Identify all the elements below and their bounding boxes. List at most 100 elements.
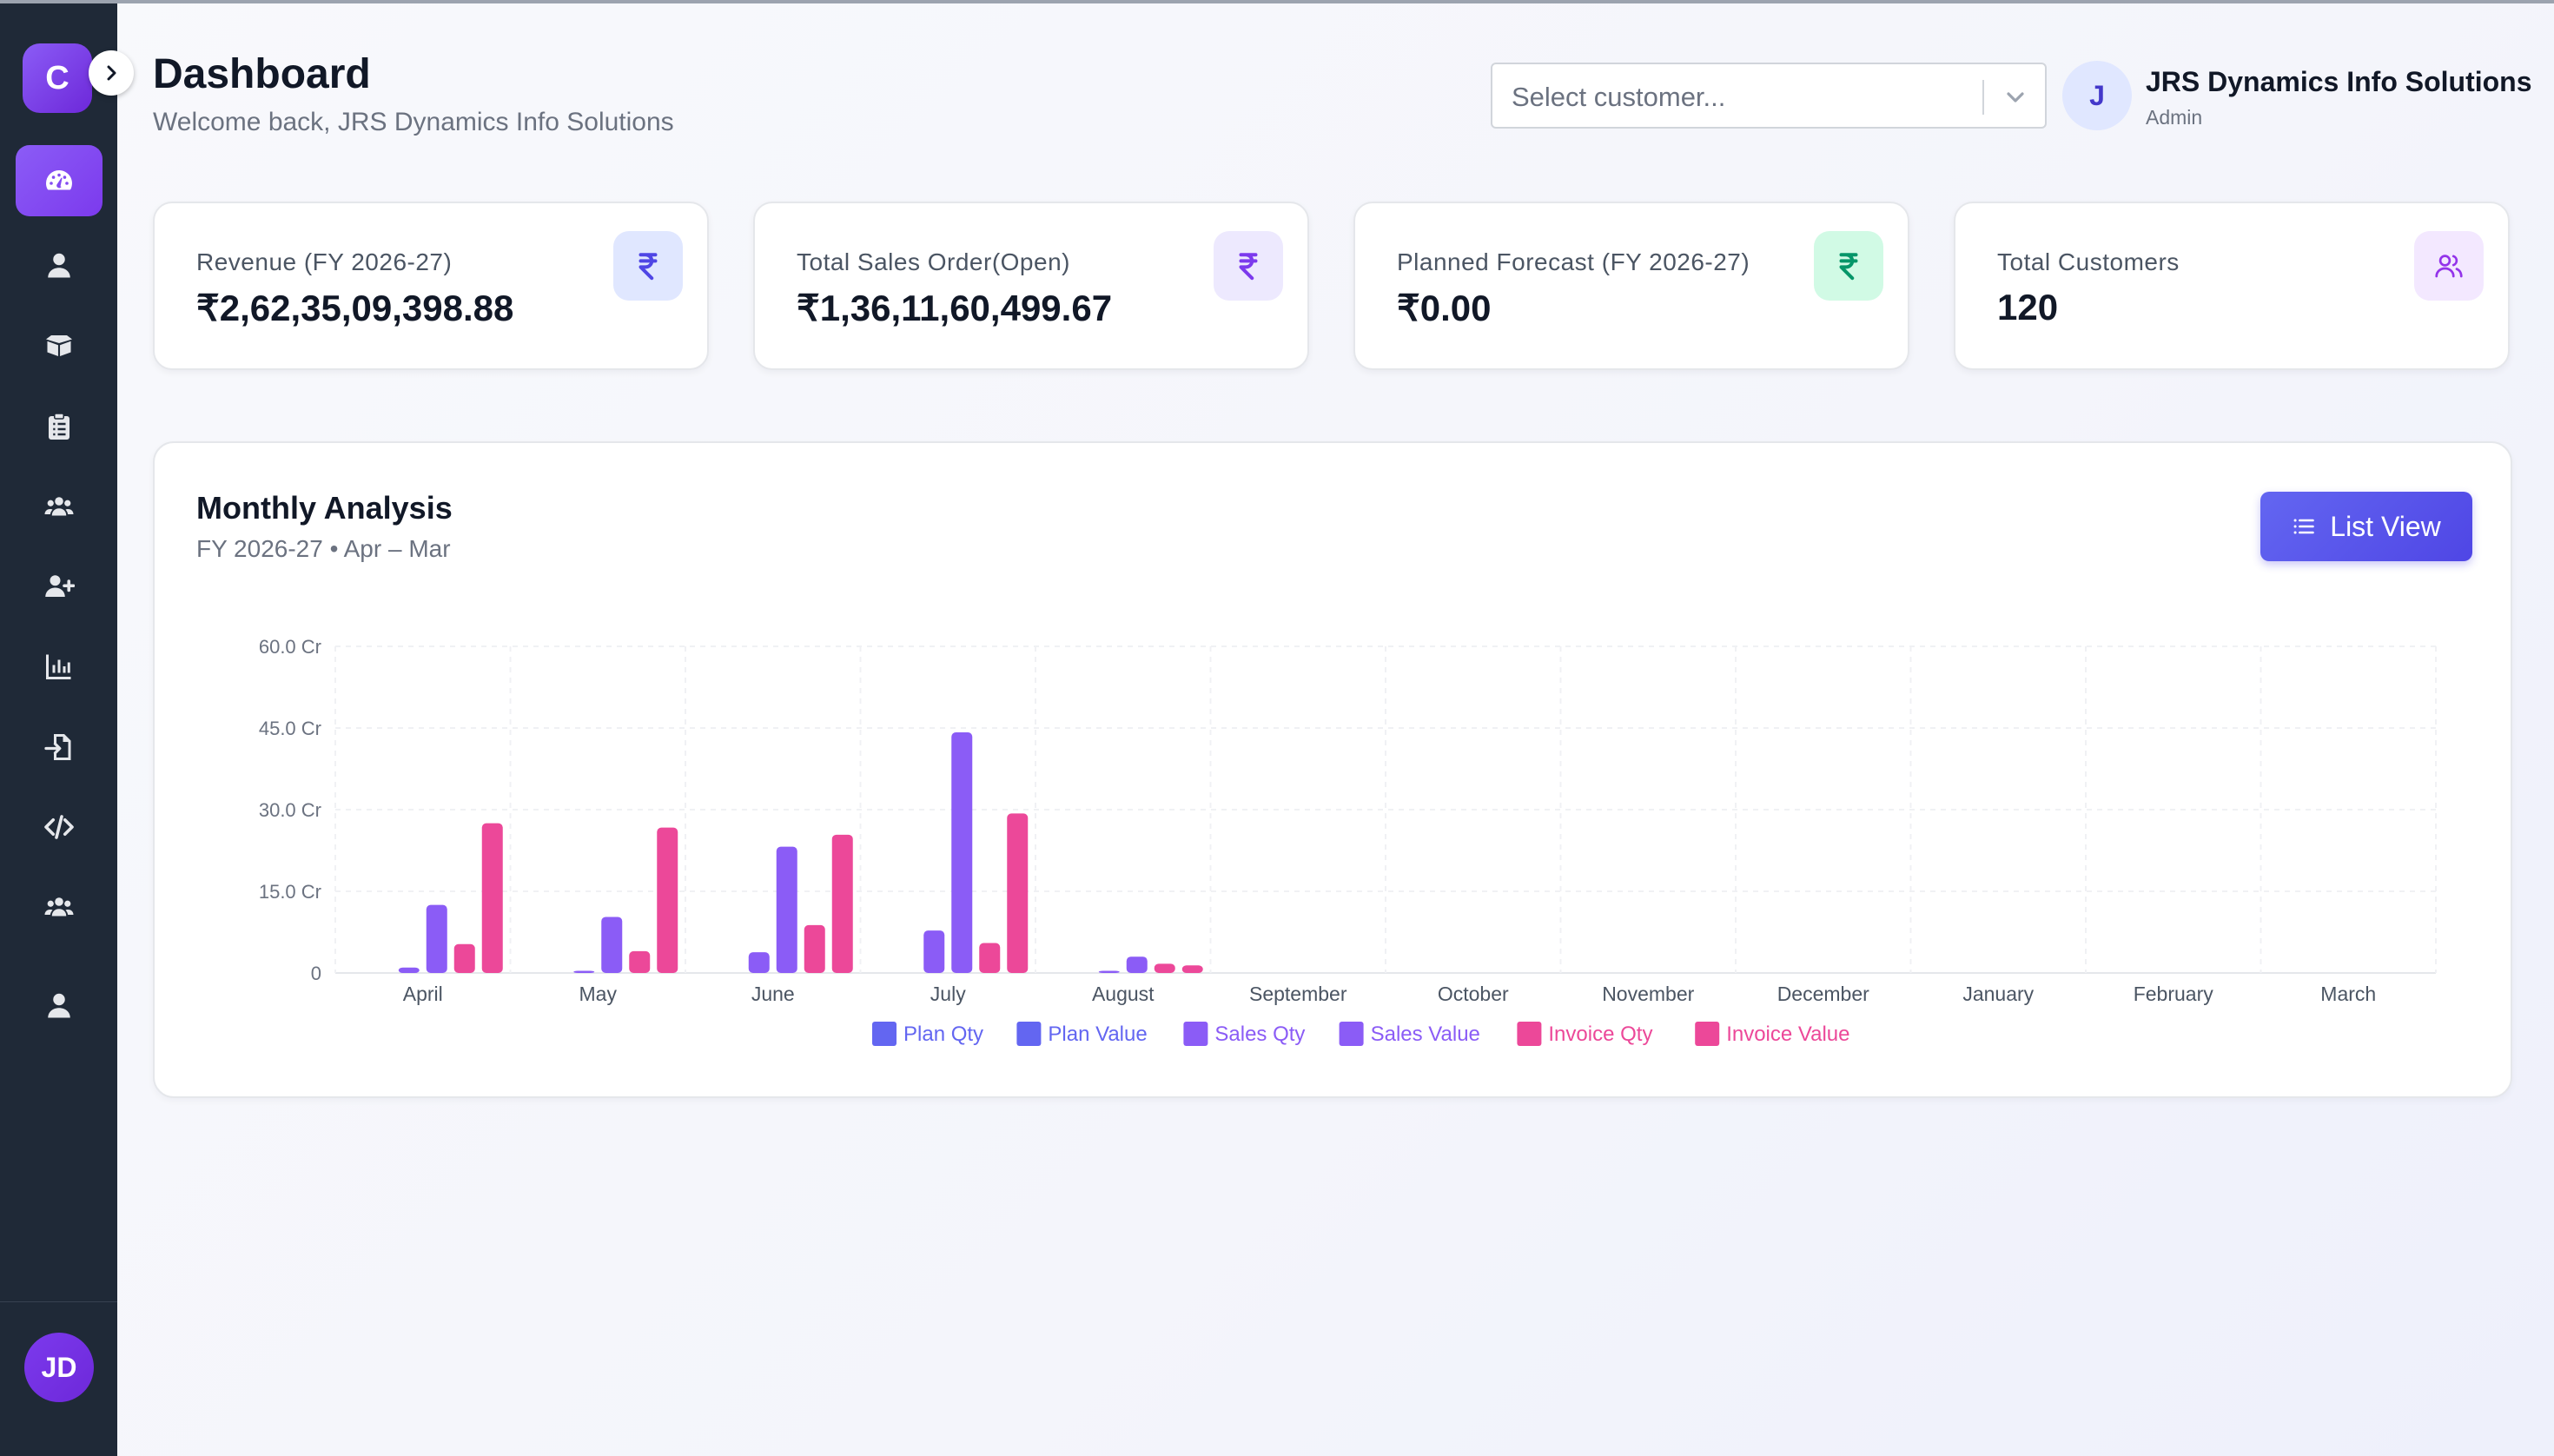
list-icon	[2293, 519, 2315, 534]
bar-sales-qty	[573, 970, 595, 973]
sidebar: C JD	[0, 3, 134, 1456]
customer-select-placeholder: Select customer...	[1512, 82, 1726, 112]
kpi-card-customers: Total Customers 120	[1954, 202, 2510, 370]
bar-sales-value	[601, 917, 623, 973]
legend-label: Sales Qty	[1214, 1023, 1305, 1046]
sidebar-toggle-button[interactable]	[89, 50, 134, 96]
legend-swatch	[1016, 1022, 1042, 1046]
nav-api[interactable]	[16, 791, 103, 863]
kpi-value: ₹2,62,35,09,398.88	[196, 288, 514, 328]
bar-sales-qty	[1098, 970, 1120, 973]
kpi-icon-box	[613, 231, 683, 301]
kpi-value: 120	[1997, 287, 2059, 328]
nav-team[interactable]	[16, 871, 103, 943]
rupee-icon	[1239, 253, 1258, 281]
bar-chart-icon	[46, 654, 71, 679]
x-tick-label: August	[1092, 983, 1155, 1005]
bar-invoice-value	[1181, 965, 1203, 973]
list-view-label: List View	[2330, 510, 2441, 542]
user-role: Admin	[2146, 106, 2203, 129]
users-icon	[2435, 255, 2463, 278]
chevron-right-icon	[107, 65, 116, 81]
bar-sales-qty	[748, 952, 770, 973]
dashboard-gauge-icon	[46, 170, 72, 190]
bar-sales-value	[1126, 956, 1148, 973]
chart-subtitle: FY 2026-27 • Apr – Mar	[196, 535, 451, 562]
customer-select[interactable]: Select customer...	[1491, 63, 2047, 129]
boxes-icon	[46, 335, 72, 356]
nav-account[interactable]	[16, 970, 103, 1042]
bar-invoice-value	[831, 834, 853, 973]
nav-profile[interactable]	[16, 230, 103, 301]
monthly-bar-chart: 0 15.0 Cr 30.0 Cr 45.0 Cr 60.0 Cr April May Jun…	[259, 636, 2437, 1046]
chart-title: Monthly Analysis	[196, 490, 453, 526]
bar-invoice-qty	[804, 924, 825, 973]
x-tick-label: February	[2134, 983, 2214, 1005]
code-icon	[44, 815, 74, 839]
legend-label: Invoice Qty	[1548, 1023, 1652, 1046]
kpi-icon-box	[1814, 231, 1883, 301]
page-title: Dashboard	[153, 51, 371, 97]
clipboard-list-icon	[49, 413, 69, 440]
x-tick-label: May	[579, 983, 618, 1005]
page-subtitle: Welcome back, JRS Dynamics Info Solution…	[153, 108, 674, 136]
kpi-value: ₹1,36,11,60,499.67	[797, 288, 1113, 328]
nav-add-user[interactable]	[16, 551, 103, 622]
monthly-analysis-card: Monthly Analysis FY 2026-27 • Apr – Mar …	[153, 441, 2512, 1098]
bar-invoice-value	[1007, 813, 1029, 973]
x-tick-label: March	[2320, 983, 2376, 1005]
file-import-icon	[44, 734, 71, 760]
bar-invoice-qty	[453, 943, 475, 973]
bar-sales-qty	[923, 930, 945, 973]
nav-import[interactable]	[16, 711, 103, 783]
legend-swatch	[1183, 1022, 1208, 1046]
bar-sales-value	[951, 732, 973, 973]
user-plus-icon	[45, 575, 75, 597]
kpi-label: Total Sales Order(Open)	[797, 248, 1070, 275]
y-tick-label: 15.0 Cr	[259, 881, 321, 903]
kpi-card-forecast: Planned Forecast (FY 2026-27) ₹0.00	[1353, 202, 1909, 370]
legend-swatch	[1695, 1022, 1720, 1046]
x-tick-label: July	[930, 983, 966, 1005]
select-separator	[1982, 80, 1984, 115]
kpi-label: Planned Forecast (FY 2026-27)	[1397, 248, 1750, 275]
kpi-icon-box	[1214, 231, 1283, 301]
legend-label: Plan Value	[1048, 1023, 1147, 1046]
x-tick-label: June	[751, 983, 795, 1005]
kpi-label: Revenue (FY 2026-27)	[196, 248, 453, 275]
user-icon	[48, 253, 70, 278]
nav-orders[interactable]	[16, 391, 103, 462]
chevron-down-icon[interactable]	[2002, 83, 2029, 111]
legend-label: Sales Value	[1371, 1023, 1480, 1046]
list-view-button[interactable]: List View	[2260, 492, 2472, 561]
user-name: JRS Dynamics Info Solutions	[2146, 66, 2532, 97]
kpi-icon-box	[2414, 231, 2484, 301]
app-logo[interactable]: C	[23, 43, 92, 113]
nav-products[interactable]	[16, 310, 103, 381]
user-avatar[interactable]: J	[2062, 61, 2132, 130]
x-tick-label: April	[403, 983, 443, 1005]
legend-swatch	[872, 1022, 897, 1046]
rupee-icon	[638, 253, 658, 281]
kpi-card-sales-order: Total Sales Order(Open) ₹1,36,11,60,499.…	[753, 202, 1309, 370]
bar-invoice-value	[657, 827, 678, 973]
x-tick-label: September	[1249, 983, 1347, 1005]
sidebar-divider	[0, 1301, 117, 1302]
legend-swatch	[1339, 1022, 1364, 1046]
legend-label: Plan Qty	[903, 1023, 983, 1046]
bar-invoice-qty	[629, 950, 651, 973]
nav-dashboard[interactable]	[16, 145, 103, 216]
bar-sales-value	[776, 846, 797, 973]
bar-sales-qty	[398, 967, 420, 973]
users-group-icon	[44, 497, 74, 516]
user-icon	[48, 993, 70, 1018]
rupee-icon	[1839, 253, 1858, 281]
current-user-avatar[interactable]: JD	[24, 1333, 94, 1402]
kpi-value: ₹0.00	[1397, 288, 1492, 328]
kpi-label: Total Customers	[1997, 248, 2180, 275]
users-group-icon	[44, 897, 74, 917]
nav-reports[interactable]	[16, 631, 103, 702]
x-tick-label: December	[1777, 983, 1869, 1005]
y-tick-label: 60.0 Cr	[259, 636, 321, 658]
nav-customers[interactable]	[16, 471, 103, 542]
